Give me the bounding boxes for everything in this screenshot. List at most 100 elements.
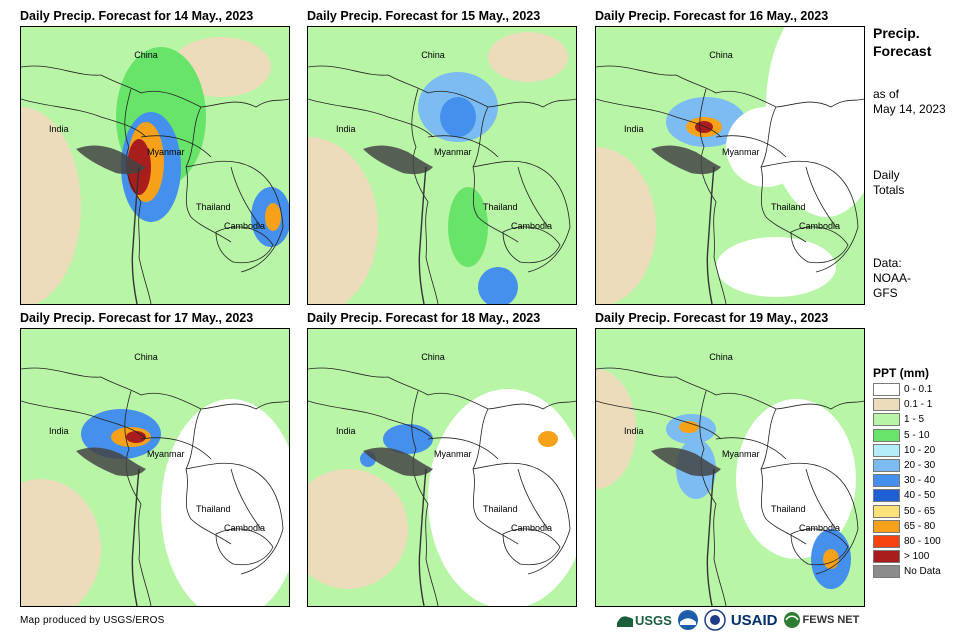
legend-item: 1 - 5 [873,412,965,427]
forecast-map: China India Myanmar Thailand Cambodia [595,328,865,607]
label-thailand: Thailand [483,202,518,212]
label-cambodia: Cambodia [224,221,265,231]
precip-area [488,32,568,82]
precip-area [161,399,289,606]
water-body [651,447,721,477]
legend-label: 65 - 80 [904,520,936,532]
land-borders [21,65,289,304]
label-cambodia: Cambodia [511,221,552,231]
as-of-date: as of May 14, 2023 [873,87,965,117]
precip-area [538,431,558,447]
legend-label: 80 - 100 [904,535,941,547]
legend-label: 50 - 65 [904,505,936,517]
data-source-line2: GFS [873,286,898,300]
legend-swatch [873,443,900,457]
label-china: China [421,352,445,362]
legend-item: No Data [873,564,965,579]
daily-label: Daily [873,168,900,182]
map-credit: Map produced by USGS/EROS [20,615,165,626]
legend-swatch [873,550,900,564]
precip-area [823,549,839,569]
panel-title: Daily Precip. Forecast for 16 May., 2023 [595,9,829,23]
land-borders [596,367,864,606]
legend-swatch [873,398,900,412]
label-myanmar: Myanmar [434,147,472,157]
totals-label: Totals [873,183,905,197]
legend-item: 80 - 100 [873,534,965,549]
panel-title: Daily Precip. Forecast for 14 May., 2023 [20,9,254,23]
fews-net-logo: FEWS NET [783,611,859,629]
forecast-panel: Daily Precip. Forecast for 17 May., 2023… [20,309,290,607]
label-thailand: Thailand [196,504,231,514]
label-myanmar: Myanmar [147,449,185,459]
legend-label: > 100 [904,551,930,563]
forecast-map: China India Myanmar Thailand Cambodia [307,26,577,305]
coastline [418,468,427,606]
label-thailand: Thailand [771,202,806,212]
sidebar-title-line2: Forecast [873,43,932,59]
precip-area [308,469,408,589]
forecast-panel: Daily Precip. Forecast for 14 May., 2023… [20,7,290,305]
legend-item: 20 - 30 [873,458,965,473]
label-myanmar: Myanmar [722,449,760,459]
label-india: India [624,124,644,134]
precip-area [596,147,656,304]
legend-item: 40 - 50 [873,488,965,503]
precip-area [265,203,281,231]
legend-swatch [873,413,900,427]
precip-area [478,267,518,304]
precip-area [716,237,836,297]
sidebar-title-line1: Precip. [873,25,920,41]
water-body [651,145,721,175]
water-body [76,447,146,477]
label-cambodia: Cambodia [799,221,840,231]
label-china: China [709,352,733,362]
legend-label: 10 - 20 [904,444,936,456]
forecast-panel: Daily Precip. Forecast for 16 May., 2023… [595,7,865,305]
forecast-panel: Daily Precip. Forecast for 15 May., 2023… [307,7,577,305]
legend: PPT (mm) 0 - 0.1 0.1 - 1 1 - 5 5 - 10 10 - 2… [873,364,965,579]
legend-swatch [873,565,900,579]
legend-swatch [873,489,900,503]
legend-swatch [873,383,900,397]
label-china: China [134,352,158,362]
precip-area [428,389,576,606]
water-body [363,447,433,477]
daily-totals-note: Daily Totals [873,168,965,198]
forecast-map: China India Myanmar Thailand Cambodia [595,26,865,305]
coastline [418,166,427,304]
legend-title: PPT (mm) [873,366,930,380]
legend-swatch [873,519,900,533]
legend-swatch [873,428,900,442]
label-china: China [709,50,733,60]
label-myanmar: Myanmar [722,147,760,157]
precip-area [448,187,488,267]
usaid-logo: USAID [730,611,778,629]
water-body [76,145,146,175]
commerce-seal-icon [704,609,726,631]
precip-area [383,424,433,454]
precip-area [126,431,146,443]
sidebar-title: Precip. Forecast [873,24,963,60]
precip-area [726,107,806,187]
panel-title: Daily Precip. Forecast for 19 May., 2023 [595,311,829,325]
label-cambodia: Cambodia [799,523,840,533]
forecast-panel: Daily Precip. Forecast for 19 May., 2023… [595,309,865,607]
legend-item: 5 - 10 [873,428,965,443]
coastline [131,166,140,304]
legend-label: 0 - 0.1 [904,384,933,396]
forecast-map: China India Myanmar Thailand Cambodia [20,328,290,607]
coastline [706,468,715,606]
coastline [131,468,140,606]
precip-area [21,107,81,304]
legend-item: 0.1 - 1 [873,397,965,412]
precip-area [440,97,476,137]
noaa-logo-icon [677,610,698,630]
water-body [363,145,433,175]
precip-area [308,137,378,304]
land-borders [308,367,576,606]
panel-title: Daily Precip. Forecast for 15 May., 2023 [307,9,541,23]
data-source: Data: NOAA- GFS [873,256,965,301]
legend-label: No Data [904,566,941,578]
coastline [706,166,715,304]
